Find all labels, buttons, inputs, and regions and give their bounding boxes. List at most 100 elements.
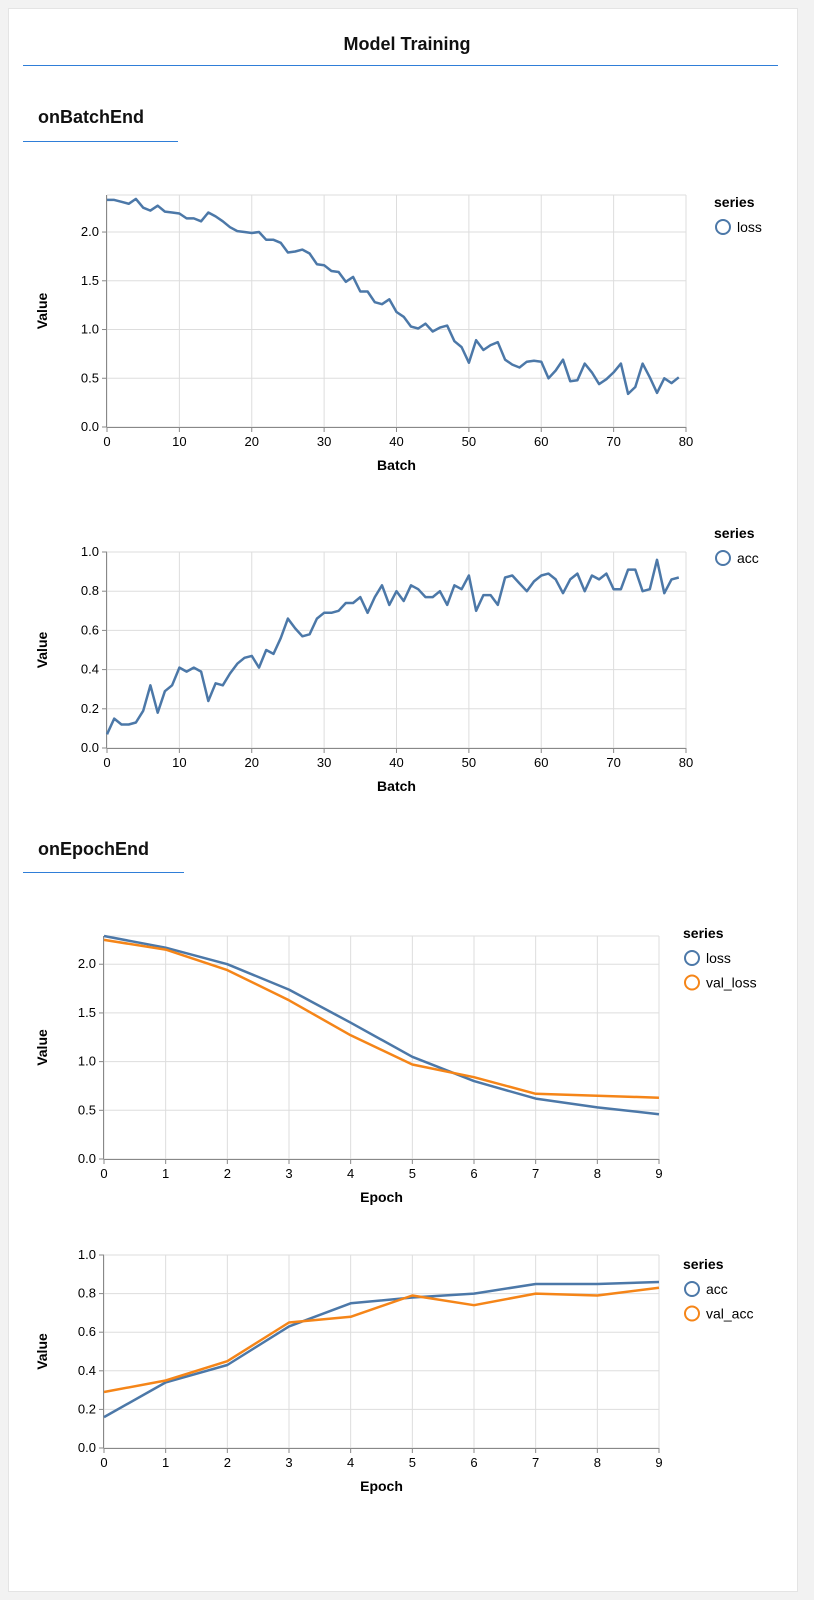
y-axis-title: Value	[34, 632, 50, 669]
y-tick-label: 0.0	[78, 1151, 96, 1166]
legend-label: val_acc	[706, 1306, 753, 1322]
x-tick-label: 0	[103, 434, 110, 449]
legend-title: series	[714, 525, 755, 541]
y-tick-label: 0.2	[81, 701, 99, 716]
y-tick-label: 1.0	[81, 544, 99, 559]
batch-acc-chart: 0 10 20 30 40 50 60 70 80 0.0 0.2 0.4 0.6 0.8 1.0 Batch…	[34, 525, 759, 794]
legend-title: series	[714, 194, 755, 210]
series-line-acc	[103, 1280, 660, 1419]
x-tick-label: 0	[100, 1166, 107, 1181]
x-tick-label: 10	[172, 755, 186, 770]
x-axis-title: Epoch	[360, 1189, 403, 1205]
y-tick-label: 0.5	[81, 370, 99, 385]
x-tick-label: 70	[606, 755, 620, 770]
legend-label: val_loss	[706, 975, 757, 991]
x-tick-label: 6	[470, 1166, 477, 1181]
legend-symbol-val_loss	[684, 974, 700, 991]
page-title: Model Training	[343, 34, 471, 54]
legend-label: acc	[706, 1281, 728, 1297]
x-tick-label: 20	[245, 755, 259, 770]
x-tick-label: 2	[224, 1166, 231, 1181]
x-tick-label: 2	[224, 1455, 231, 1470]
legend-label: loss	[737, 219, 762, 235]
x-tick-label: 4	[347, 1166, 354, 1181]
y-tick-label: 0.0	[78, 1440, 96, 1455]
x-tick-label: 40	[389, 755, 403, 770]
x-tick-label: 7	[532, 1455, 539, 1470]
series-line-val_acc	[103, 1286, 660, 1394]
x-tick-label: 60	[534, 434, 548, 449]
series-line-loss	[103, 934, 660, 1116]
x-tick-label: 4	[347, 1455, 354, 1470]
section-divider-batch	[23, 141, 178, 142]
section-divider-epoch	[23, 872, 184, 873]
series-line-acc	[105, 558, 680, 735]
x-tick-label: 40	[389, 434, 403, 449]
x-tick-label: 10	[172, 434, 186, 449]
x-tick-label: 9	[655, 1455, 662, 1470]
x-tick-label: 5	[409, 1166, 416, 1181]
x-tick-label: 1	[162, 1166, 169, 1181]
x-tick-label: 3	[285, 1166, 292, 1181]
x-axis-title: Epoch	[360, 1478, 403, 1494]
x-tick-label: 0	[100, 1455, 107, 1470]
y-tick-label: 1.0	[78, 1054, 96, 1069]
section-title-epoch: onEpochEnd	[38, 839, 149, 859]
y-tick-label: 0.0	[81, 419, 99, 434]
y-tick-label: 1.5	[78, 1005, 96, 1020]
series-line-val_loss	[103, 938, 660, 1099]
x-tick-label: 5	[409, 1455, 416, 1470]
title-divider	[23, 65, 778, 66]
x-tick-label: 70	[606, 434, 620, 449]
y-tick-label: 0.6	[81, 622, 99, 637]
x-tick-label: 80	[679, 434, 693, 449]
y-tick-label: 0.8	[81, 583, 99, 598]
y-tick-label: 0.0	[81, 740, 99, 755]
legend-symbol-val_acc	[684, 1305, 700, 1322]
x-tick-label: 8	[594, 1455, 601, 1470]
visor-panel	[8, 8, 798, 1592]
section-title-batch: onBatchEnd	[38, 107, 144, 127]
epoch-loss-chart: 0 1 2 3 4 5 6 7 8 9 0.0 0.5 1.0 1.5 2.0 Epoch Value serie…	[34, 925, 757, 1205]
x-tick-label: 50	[462, 755, 476, 770]
x-axis-title: Batch	[377, 457, 416, 473]
x-tick-label: 6	[470, 1455, 477, 1470]
epoch-acc-chart: 0 1 2 3 4 5 6 7 8 9 0.0 0.2 0.4 0.6 0.8 1.0 Epoch Value se…	[34, 1247, 753, 1494]
x-tick-label: 50	[462, 434, 476, 449]
legend-symbol-loss	[715, 219, 731, 235]
x-tick-label: 30	[317, 755, 331, 770]
legend-title: series	[683, 925, 724, 941]
series-line-loss	[107, 197, 680, 396]
y-tick-label: 0.6	[78, 1324, 96, 1339]
y-tick-label: 2.0	[78, 956, 96, 971]
legend-label: acc	[737, 550, 759, 566]
y-tick-label: 2.0	[81, 224, 99, 239]
legend-symbol-loss	[684, 950, 700, 966]
x-tick-label: 3	[285, 1455, 292, 1470]
x-axis-title: Batch	[377, 778, 416, 794]
x-tick-label: 9	[655, 1166, 662, 1181]
y-tick-label: 0.4	[81, 662, 99, 677]
x-tick-label: 20	[245, 434, 259, 449]
x-tick-label: 0	[103, 755, 110, 770]
x-tick-label: 30	[317, 434, 331, 449]
y-tick-label: 0.2	[78, 1401, 96, 1416]
y-tick-label: 1.0	[78, 1247, 96, 1262]
y-axis-title: Value	[34, 293, 50, 330]
x-tick-label: 60	[534, 755, 548, 770]
y-axis-title: Value	[34, 1333, 50, 1370]
y-tick-label: 1.5	[81, 273, 99, 288]
legend-symbol-acc	[715, 550, 731, 566]
y-tick-label: 0.5	[78, 1102, 96, 1117]
legend-title: series	[683, 1256, 724, 1272]
y-axis-title: Value	[34, 1029, 50, 1066]
legend-symbol-acc	[684, 1281, 700, 1297]
batch-loss-chart: 0 10 20 30 40 50 60 70 80 0.0 0.5 1.0 1.5 2.0 Batch Val…	[34, 194, 762, 473]
x-tick-label: 1	[162, 1455, 169, 1470]
y-tick-label: 1.0	[81, 322, 99, 337]
x-tick-label: 8	[594, 1166, 601, 1181]
y-tick-label: 0.4	[78, 1363, 96, 1378]
y-tick-label: 0.8	[78, 1286, 96, 1301]
x-tick-label: 80	[679, 755, 693, 770]
legend-label: loss	[706, 950, 731, 966]
